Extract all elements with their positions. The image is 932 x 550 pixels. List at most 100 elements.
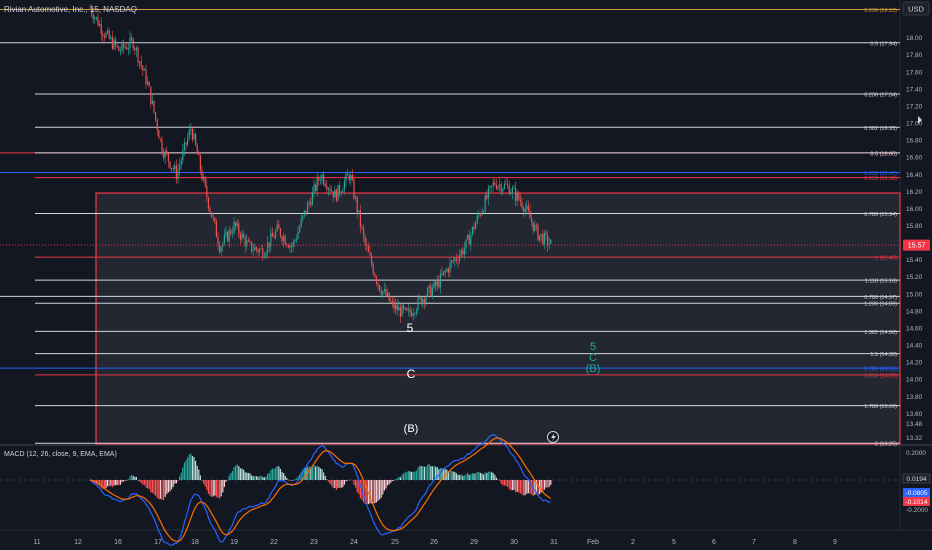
macd-histogram-bar (158, 480, 160, 500)
macd-histogram-bar (278, 466, 280, 480)
currency-badge[interactable] (902, 1, 930, 16)
fib-level-label: 0.786 (15.94) (864, 212, 897, 218)
candle-body (497, 185, 499, 189)
macd-histogram-bar (487, 471, 489, 480)
macd-histogram-bar (396, 478, 398, 480)
time-tick: 2 (631, 539, 635, 546)
macd-histogram-bar (483, 474, 485, 480)
candle-body (372, 264, 374, 274)
macd-histogram-bar (188, 454, 190, 480)
price-pane[interactable] (0, 0, 900, 444)
time-tick: 12 (74, 539, 82, 546)
macd-histogram-bar (436, 467, 438, 480)
macd-histogram-bar (415, 470, 417, 480)
alert-flash-icon[interactable] (547, 431, 559, 443)
candle-body (121, 42, 123, 51)
macd-histogram-bar (302, 469, 304, 480)
candle-body (342, 190, 344, 193)
candle-body (124, 47, 126, 49)
candle-body (465, 239, 467, 249)
price-tick: 15.80 (906, 223, 923, 230)
macd-histogram-bar (358, 480, 360, 495)
current-price-badge[interactable] (903, 239, 930, 251)
macd-histogram-bar (193, 456, 195, 480)
time-tick: 25 (391, 539, 399, 546)
macd-histogram-bar (486, 472, 488, 480)
candle-body (361, 226, 363, 229)
wave-label-teal-b[interactable]: (B) (586, 363, 601, 375)
candle-body (353, 179, 355, 199)
wave-label-white-c[interactable]: C (407, 367, 416, 381)
price-tick: 17.40 (906, 86, 923, 93)
candle-body (460, 250, 462, 255)
currency-label[interactable]: USD (908, 5, 924, 14)
macd-histogram-bar (305, 467, 307, 480)
candle-body (319, 180, 321, 181)
scroll-arrow-icon[interactable] (918, 116, 922, 124)
macd-histogram-bar (460, 474, 462, 480)
candle-body (443, 271, 445, 275)
macd-histogram-bar (414, 471, 416, 480)
candle-body (139, 61, 141, 63)
candle-body (467, 235, 469, 240)
price-tick: 15.40 (906, 257, 923, 264)
wave-label-teal-5[interactable]: 5 (590, 341, 596, 353)
wave-label-white-5[interactable]: 5 (407, 321, 414, 335)
candle-body (91, 7, 93, 15)
symbol-title[interactable]: Rivian Automotive, Inc., 15, NASDAQ (4, 5, 137, 14)
candle-body (323, 174, 325, 184)
macd-histogram-bar (489, 471, 491, 480)
zone-rectangle[interactable] (95, 192, 901, 445)
candle-body (235, 222, 237, 227)
candle-body (99, 23, 101, 26)
macd-histogram-bar (251, 475, 253, 480)
candle-body (510, 192, 512, 195)
candle-body (439, 273, 441, 288)
macd-histogram-bar (319, 468, 321, 480)
macd-histogram-bar (431, 466, 433, 480)
candle-body (547, 234, 549, 246)
macd-histogram-bar (140, 480, 142, 484)
candle-body (380, 290, 382, 295)
candle-body (158, 130, 160, 139)
macd-histogram-bar (318, 466, 320, 480)
candle-body (94, 17, 96, 20)
candle-body (401, 305, 403, 317)
candle-body (411, 312, 413, 316)
candlestick-series (89, 3, 552, 324)
macd-histogram-bar (267, 473, 269, 480)
candle-body (140, 61, 142, 66)
macd-histogram-bar (363, 480, 365, 503)
macd-histogram-bar (139, 480, 141, 482)
macd-histogram-bar (231, 471, 233, 480)
candle-body (487, 188, 489, 199)
candle-body (171, 168, 173, 169)
candle-body (508, 184, 510, 195)
macd-histogram-bar (508, 480, 510, 490)
candle-body (279, 228, 281, 237)
macd-pane[interactable] (0, 446, 900, 530)
wave-label-teal-c[interactable]: C (589, 352, 597, 364)
candle-body (270, 233, 272, 247)
macd-histogram-bar (220, 480, 222, 497)
wave-label-white-b[interactable]: (B) (404, 423, 419, 435)
fibonacci-levels: 0.236 (18.33) 0.5 (17.94) 0.236 (17.34) 0.3… (0, 8, 900, 448)
macd-histogram-bar (150, 480, 152, 493)
macd-histogram-bar (134, 476, 136, 480)
macd-histogram-bar (227, 479, 229, 481)
macd-histogram-bar (529, 480, 531, 494)
macd-histogram-bar (380, 480, 382, 498)
candle-body (321, 174, 323, 181)
macd-histogram-bar (407, 471, 409, 480)
candle-body (132, 39, 134, 49)
macd-histogram-bar (491, 472, 493, 480)
macd-histogram-bar (118, 480, 120, 486)
candle-body (462, 250, 464, 255)
candle-body (294, 240, 296, 242)
macd-indicator-label[interactable]: MACD (12, 26, close, 9, EMA, EMA) (4, 451, 117, 458)
macd-histogram-bar (209, 480, 211, 496)
price-tick: 13.32 (906, 435, 923, 442)
macd-histogram-bar (147, 480, 149, 489)
macd-histogram-bar (335, 480, 337, 490)
